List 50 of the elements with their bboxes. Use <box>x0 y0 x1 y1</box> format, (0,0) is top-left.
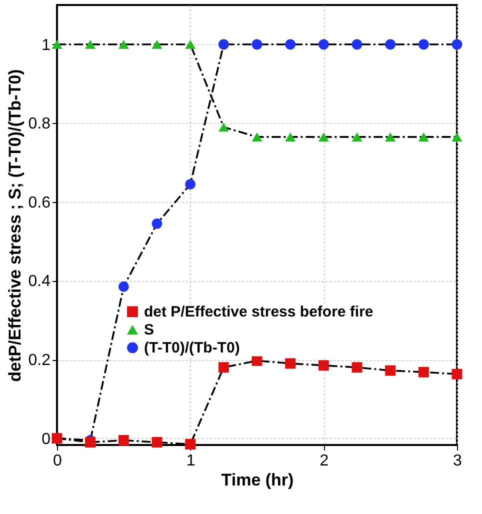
y-tick-label: 1 <box>42 36 51 54</box>
legend-label: det P/Effective stress before fire <box>144 304 374 321</box>
y-tick-label: 0.8 <box>28 116 51 133</box>
point <box>452 368 462 380</box>
point <box>118 281 129 292</box>
point <box>352 362 362 373</box>
legend-label: S <box>144 322 154 339</box>
point <box>152 40 162 49</box>
point <box>218 39 229 50</box>
point <box>385 365 396 376</box>
point <box>252 132 262 142</box>
point <box>118 40 129 49</box>
point <box>252 355 262 366</box>
point <box>185 178 196 190</box>
point <box>185 438 196 450</box>
point <box>352 132 362 142</box>
point <box>452 132 462 142</box>
y-tick-label: 0.6 <box>28 194 51 212</box>
point <box>418 39 429 50</box>
point <box>118 435 129 446</box>
point <box>285 39 296 50</box>
point <box>285 358 296 369</box>
legend-label: (T-T0)/(Tb-T0) <box>144 340 240 357</box>
x-tick-label: 3 <box>453 452 462 470</box>
point <box>418 366 429 378</box>
point <box>385 39 396 50</box>
point <box>318 39 329 50</box>
point <box>85 40 96 49</box>
point <box>152 218 162 229</box>
point <box>185 40 196 49</box>
point <box>285 132 296 142</box>
point <box>352 39 362 50</box>
point <box>152 437 162 448</box>
y-tick-label: 0 <box>42 430 51 448</box>
point <box>252 39 262 50</box>
point <box>452 39 462 50</box>
y-axis-title: detP/Effective stress ; S; (T-T0)/(Tb-T0) <box>5 69 24 382</box>
point <box>218 122 229 132</box>
point <box>218 362 229 373</box>
x-axis-title: Time (hr) <box>221 470 294 490</box>
y-tick-label: 0.4 <box>28 273 51 290</box>
x-tick-label: 1 <box>186 452 196 470</box>
y-tick-label: 0.2 <box>28 352 51 370</box>
point <box>318 132 329 142</box>
x-tick-label: 0 <box>53 452 62 470</box>
x-tick-label: 2 <box>320 452 329 470</box>
point <box>52 40 62 49</box>
point <box>385 132 396 142</box>
point <box>318 360 329 371</box>
point <box>418 132 429 142</box>
